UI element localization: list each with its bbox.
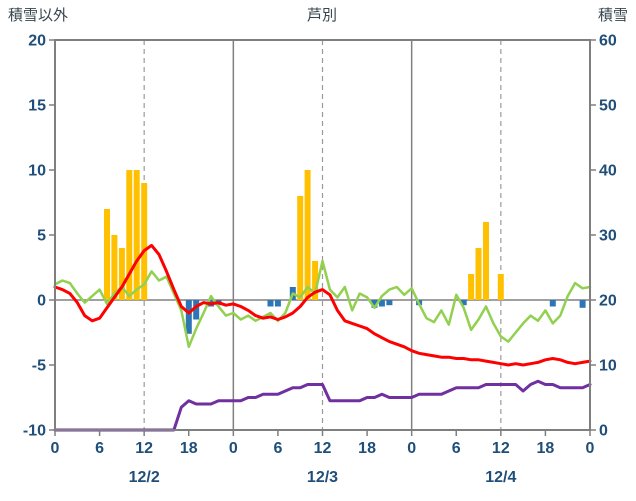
x-tick-label: 6	[452, 440, 461, 457]
red-line	[53, 243, 592, 367]
left-tick-label: 10	[28, 163, 46, 180]
orange-bars	[104, 170, 504, 300]
right-tick-label: 50	[599, 98, 617, 115]
right-axis: 60 50 40 30 20 10 0	[590, 33, 617, 440]
x-tick-label: 18	[180, 440, 198, 457]
blue-bars-bar	[549, 300, 556, 307]
x-tick-label: 6	[95, 440, 104, 457]
right-tick-label: 20	[599, 293, 617, 310]
orange-bars-bar	[483, 222, 489, 300]
blue-bars-bar	[193, 300, 200, 320]
x-date-label: 12/4	[485, 469, 516, 486]
x-tick-label: 6	[273, 440, 282, 457]
right-tick-label: 60	[599, 33, 617, 50]
orange-bars-bar	[497, 274, 504, 300]
orange-bars-bar	[104, 209, 110, 300]
orange-bars-bar	[312, 261, 319, 300]
x-tick-label: 0	[586, 440, 595, 457]
x-tick-label: 12	[135, 440, 153, 457]
blue-bars-bar	[579, 300, 586, 308]
left-axis: 20 15 10 5 0 -5 -10	[23, 33, 55, 440]
left-tick-label: -5	[32, 358, 46, 375]
x-tick-label: 12	[314, 440, 332, 457]
x-tick-label: 0	[51, 440, 60, 457]
x-tick-label: 0	[229, 440, 238, 457]
x-tick-label: 0	[407, 440, 416, 457]
left-tick-label: 5	[37, 228, 46, 245]
left-tick-label: 15	[28, 98, 46, 115]
left-axis-title: 積雪以外	[8, 7, 69, 24]
blue-bars-bar	[386, 300, 393, 306]
x-tick-label: 12	[492, 440, 510, 457]
right-tick-label: 10	[599, 358, 617, 375]
right-tick-label: 30	[599, 228, 617, 245]
right-tick-label: 0	[599, 423, 608, 440]
orange-bars-bar	[111, 235, 118, 300]
orange-bars-bar	[304, 170, 311, 300]
left-tick-label: 0	[37, 293, 46, 310]
orange-bars-bar	[475, 248, 482, 300]
orange-bars-bar	[126, 170, 133, 300]
x-date-label: 12/3	[307, 469, 338, 486]
x-date-label: 12/2	[129, 469, 160, 486]
blue-bars-bar	[460, 300, 467, 306]
green-line	[53, 259, 592, 349]
blue-bars-bar	[274, 300, 281, 307]
x-axis: 0 6 12 18 0 6 12 18 0 6 12 18 0 12/2 12/3 12/4	[51, 430, 595, 486]
orange-bars-bar	[468, 274, 475, 300]
chart-title: 芦別	[306, 7, 338, 24]
left-tick-label: -10	[23, 423, 46, 440]
right-tick-label: 40	[599, 163, 617, 180]
left-tick-label: 20	[28, 33, 46, 50]
x-tick-label: 18	[537, 440, 555, 457]
blue-bars-bar	[185, 300, 192, 334]
right-axis-title: 積雪	[597, 7, 628, 24]
blue-bars-bar	[378, 300, 385, 307]
orange-bars-bar	[297, 196, 304, 300]
blue-bars-bar	[371, 300, 378, 308]
orange-bars-bar	[133, 170, 140, 300]
orange-bars-bar	[118, 248, 125, 300]
x-tick-label: 18	[358, 440, 376, 457]
blue-bars-bar	[267, 300, 274, 307]
orange-bars-bar	[141, 183, 148, 300]
